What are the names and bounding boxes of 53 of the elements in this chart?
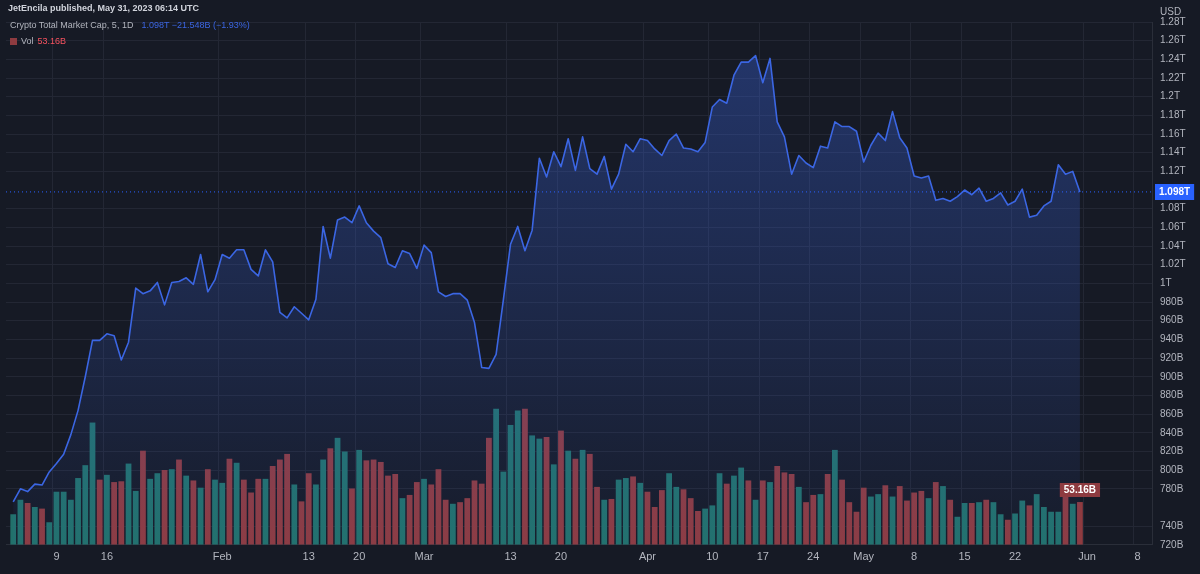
x-tick-label: Jun xyxy=(1078,550,1097,563)
y-tick-label: 1.16T xyxy=(1160,127,1186,139)
y-tick-label: 1.12T xyxy=(1160,165,1186,177)
x-tick-label: 17 xyxy=(756,550,769,563)
y-tick-label: 1.14T xyxy=(1160,146,1186,158)
x-tick-label: 22 xyxy=(1008,550,1022,563)
text: JetEncila published, May 31, 2023 06:14 UTC xyxy=(8,3,200,13)
y-tick-label: 980B xyxy=(1160,295,1184,307)
y-tick-label: 940B xyxy=(1160,333,1184,345)
y-tick-label: 1.02T xyxy=(1160,258,1186,270)
x-tick-label: 24 xyxy=(807,550,820,563)
x-tick-label: 8 xyxy=(911,550,918,563)
y-tick-label: 900B xyxy=(1160,370,1184,382)
y-tick-label: 840B xyxy=(1160,426,1184,438)
chart-title: Crypto Total Market Cap, 5, 1D xyxy=(10,20,134,30)
y-tick-label: 800B xyxy=(1160,463,1184,475)
x-tick-label: 10 xyxy=(706,550,719,563)
y-tick-label: 1.18T xyxy=(1160,109,1186,121)
y-tick-label: 1.24T xyxy=(1160,53,1186,65)
y-tick-label: 780B xyxy=(1160,482,1184,494)
data-label: 53.16B xyxy=(1063,483,1097,495)
x-tick-label: Apr xyxy=(638,550,657,563)
y-tick-label: 1.06T xyxy=(1160,221,1186,233)
x-tick-label: 16 xyxy=(100,550,114,563)
y-axis-title: USD xyxy=(1160,5,1182,17)
x-tick-label: 8 xyxy=(1134,550,1141,563)
y-tick-label: 1.04T xyxy=(1160,239,1186,251)
legend-label: Vol xyxy=(21,36,34,46)
x-tick-label: 20 xyxy=(554,550,568,563)
x-tick-label: 13 xyxy=(504,550,517,563)
ref-line-label: 1.098T xyxy=(1159,185,1191,197)
x-tick-label: Mar xyxy=(414,550,434,563)
y-tick-label: 880B xyxy=(1160,389,1184,401)
x-tick-label: 20 xyxy=(353,550,366,563)
y-tick-label: 960B xyxy=(1160,314,1184,326)
y-tick-label: 860B xyxy=(1160,407,1184,419)
y-tick-label: 1.08T xyxy=(1160,202,1186,214)
x-tick-label: May xyxy=(853,550,875,563)
y-tick-label: 1.26T xyxy=(1160,34,1186,46)
y-tick-label: 820B xyxy=(1160,445,1184,457)
x-tick-label: Feb xyxy=(212,550,232,563)
chart-subtitle: 1.098T −21.548B (−1.93%) xyxy=(141,20,250,30)
y-tick-label: 720B xyxy=(1160,538,1184,550)
y-tick-label: 1.2T xyxy=(1160,90,1181,102)
y-tick-label: 1.28T xyxy=(1160,15,1186,27)
y-tick-label: 1T xyxy=(1160,277,1172,289)
x-tick-label: 9 xyxy=(53,550,60,563)
y-tick-label: 920B xyxy=(1160,351,1184,363)
y-tick-label: 740B xyxy=(1160,519,1184,531)
text: 53.16B xyxy=(37,36,67,46)
x-tick-label: 13 xyxy=(302,550,315,563)
x-tick-label: 15 xyxy=(958,550,971,563)
y-tick-label: 1.22T xyxy=(1160,71,1186,83)
